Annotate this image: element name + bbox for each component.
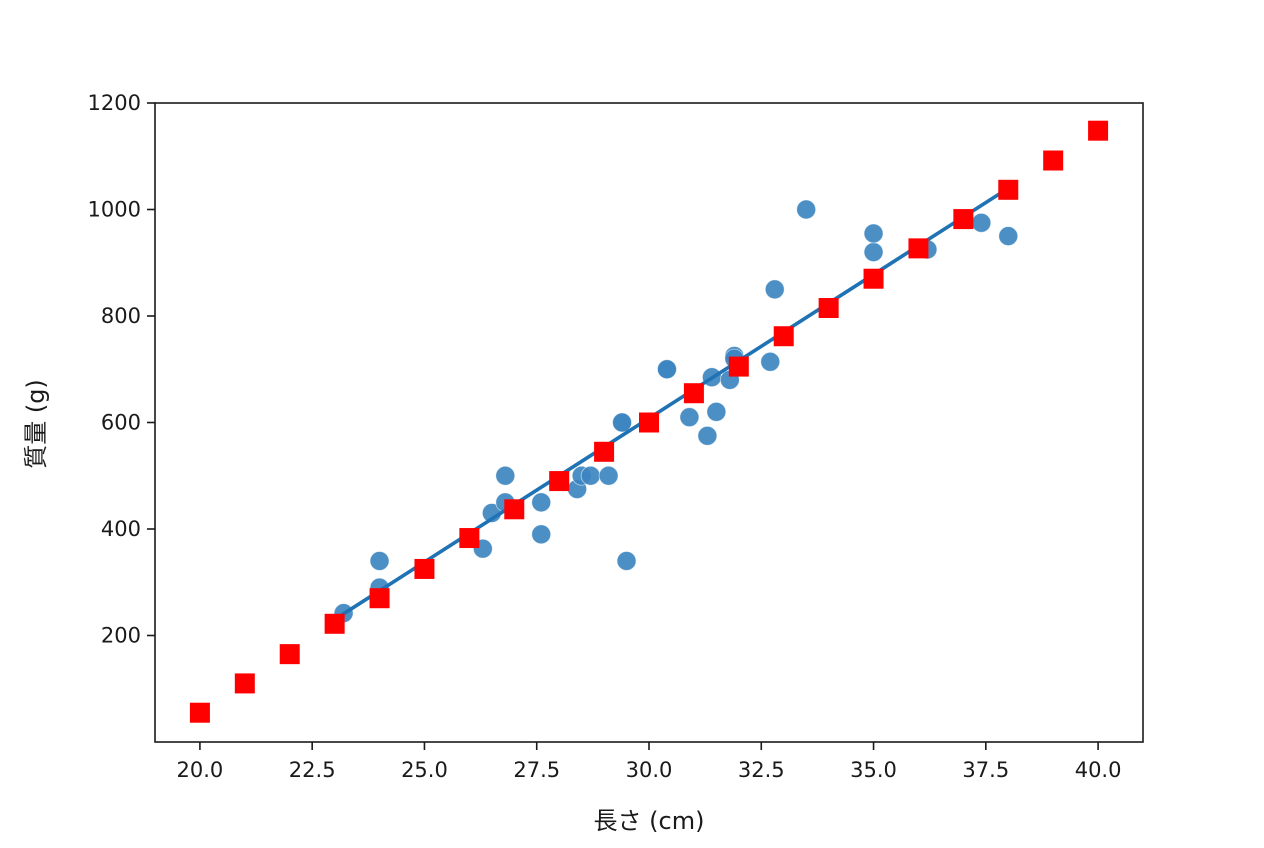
square-marker [414, 558, 435, 579]
y-tick-label: 1200 [88, 91, 141, 115]
x-tick-label: 30.0 [626, 758, 673, 782]
series-layer [189, 120, 1109, 723]
square-marker [998, 179, 1019, 200]
y-axis: 200 400 600 800 1000 1200 [88, 91, 155, 648]
scatter-point [657, 359, 677, 380]
square-marker [683, 383, 704, 404]
scatter-point [612, 412, 632, 433]
x-axis: 20.0 22.5 25.0 27.5 30.0 32.5 35.0 37.5 40.0 [177, 742, 1122, 782]
scatter-point [706, 401, 727, 422]
square-marker [549, 471, 570, 492]
y-tick-label: 200 [101, 624, 141, 648]
y-tick-label: 600 [101, 411, 141, 435]
square-marker [818, 298, 839, 319]
regression-line [332, 185, 1011, 623]
scatter-point [616, 551, 637, 571]
x-tick-label: 40.0 [1075, 758, 1122, 782]
square-marker [504, 499, 525, 520]
square-marker [1043, 150, 1064, 171]
scatter-point [598, 465, 619, 486]
y-tick-label: 800 [101, 304, 141, 328]
scatter-point [863, 223, 884, 244]
scatter-point [796, 199, 817, 220]
x-tick-label: 27.5 [513, 758, 560, 782]
y-axis-label: 質量 (g) [22, 379, 50, 469]
square-marker [953, 209, 974, 230]
scatter-point [971, 212, 992, 233]
x-tick-label: 22.5 [289, 758, 336, 782]
x-tick-label: 25.0 [401, 758, 448, 782]
scatter-point [531, 492, 552, 513]
square-marker [728, 356, 749, 377]
square-marker [594, 441, 615, 462]
square-marker [1088, 120, 1109, 141]
square-marker [908, 238, 929, 259]
y-tick-label: 400 [101, 517, 141, 541]
scatter-point [679, 407, 700, 428]
square-marker [189, 702, 210, 723]
y-tick-label: 1000 [88, 198, 141, 222]
square-marker [773, 326, 794, 347]
scatter-point [998, 226, 1019, 247]
scatter-point [697, 425, 718, 446]
x-axis-label: 長さ (cm) [594, 807, 705, 835]
x-tick-label: 20.0 [177, 758, 224, 782]
scatter-point [764, 279, 785, 300]
scatter-point [495, 465, 516, 486]
scatter-point [531, 524, 552, 545]
square-marker [639, 412, 659, 433]
x-tick-label: 32.5 [738, 758, 785, 782]
square-marker [369, 588, 390, 609]
x-tick-label: 35.0 [850, 758, 897, 782]
scatter-point [863, 242, 884, 263]
square-marker [234, 673, 255, 694]
x-tick-label: 37.5 [962, 758, 1009, 782]
square-marker [863, 268, 884, 289]
square-marker [324, 613, 345, 634]
square-marker [459, 528, 480, 549]
scatter-point [760, 351, 781, 372]
scatter-point [580, 465, 601, 486]
square-marker [279, 644, 300, 665]
scatter-point [369, 551, 390, 571]
